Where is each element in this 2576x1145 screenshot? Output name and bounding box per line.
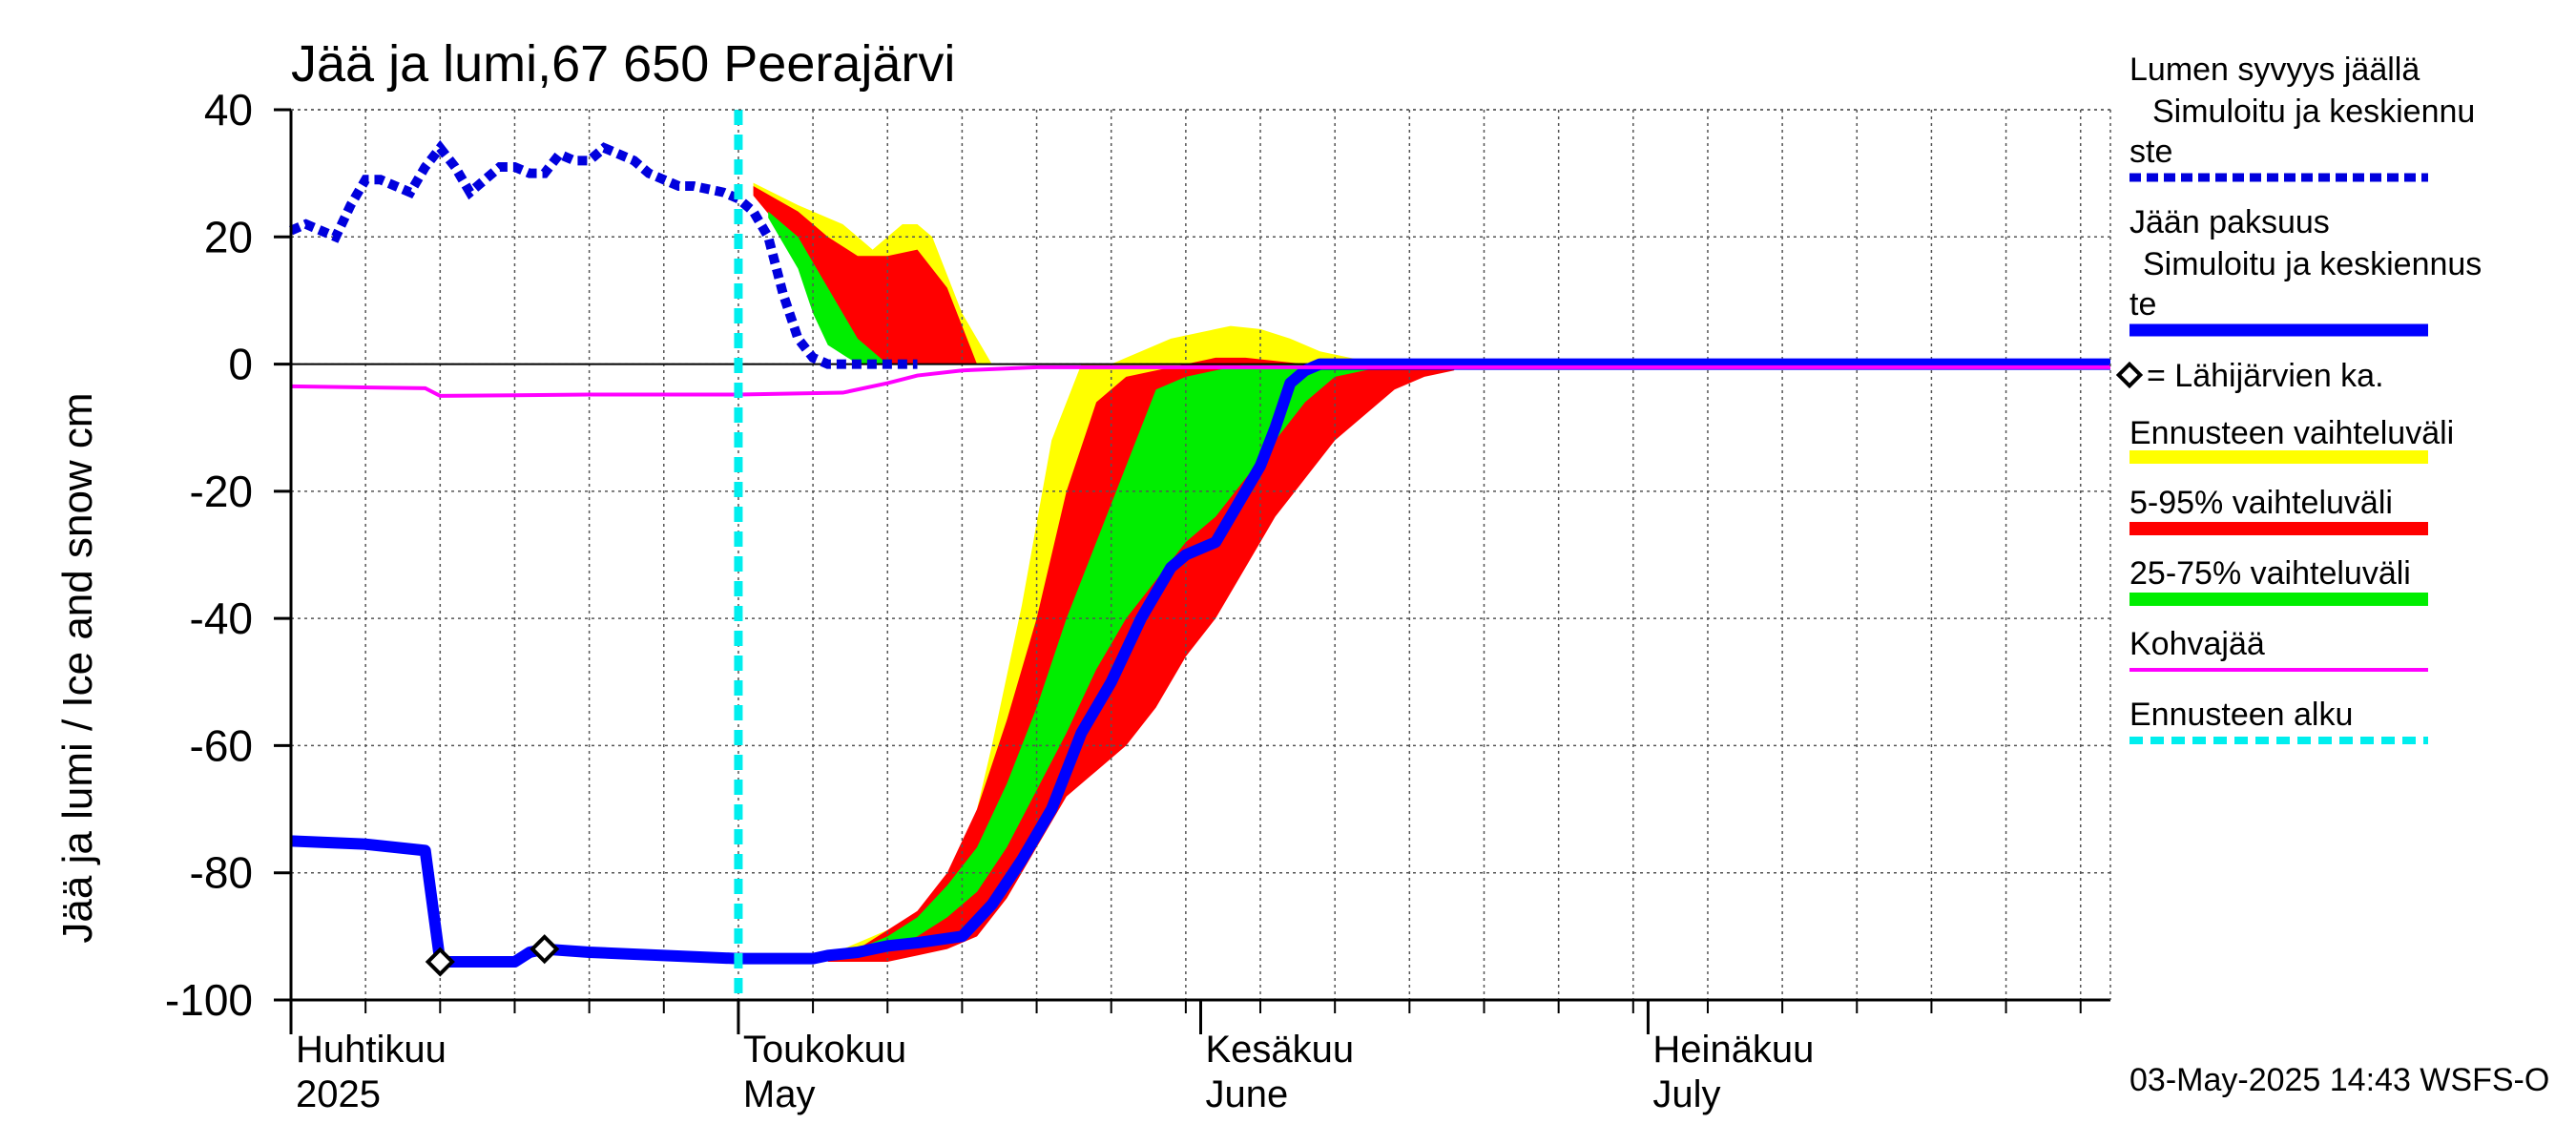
band-25-75-vaihteluv-li-j- xyxy=(857,364,1424,956)
lakes-avg-marker xyxy=(425,947,455,977)
y-tick-label: 20 xyxy=(204,212,253,261)
band-5-95-vaihteluv-li-lumi- xyxy=(753,185,978,364)
legend: Lumen syvyys jäällä Simuloitu ja keskien… xyxy=(2115,52,2482,744)
y-tick-label: 0 xyxy=(228,340,253,389)
legend-forecast-start-label: Ennusteen alku xyxy=(2129,697,2353,733)
legend-range-full-label: Ennusteen vaihteluväli xyxy=(2129,415,2454,451)
x-month-label: Kesäkuu xyxy=(1206,1029,1355,1071)
legend-range-25-75-label: 25-75% vaihteluväli xyxy=(2129,555,2411,592)
legend-lakes-label: = Lähijärvien ka. xyxy=(2147,358,2384,394)
forecast-bands xyxy=(753,182,1469,963)
x-month-label: Toukokuu xyxy=(743,1029,906,1071)
y-tick-label: -40 xyxy=(190,593,253,643)
chart-title: Jää ja lumi,67 650 Peerajärvi xyxy=(291,35,955,93)
lakes-avg-marker xyxy=(530,934,560,965)
y-tick-label: -60 xyxy=(190,720,253,770)
legend-range-full-swatch xyxy=(2129,450,2428,464)
x-month-sublabel: 2025 xyxy=(296,1073,381,1115)
legend-snow-sub2: ste xyxy=(2129,134,2172,170)
snow-depth-line xyxy=(289,139,918,369)
ice-thickness-line xyxy=(290,358,2110,968)
y-axis: 40 20 0 -20 -40 -60 -80 -100 xyxy=(165,85,291,1025)
x-month-label: Heinäkuu xyxy=(1652,1029,1814,1071)
x-month-label: Huhtikuu xyxy=(296,1029,447,1071)
legend-ice-label: Jään paksuus xyxy=(2129,204,2330,240)
y-tick-label: -80 xyxy=(190,848,253,898)
x-month-sublabel: May xyxy=(743,1073,816,1115)
legend-range-5-95-swatch xyxy=(2129,522,2428,535)
slush-line xyxy=(290,364,2110,398)
y-tick-label: -20 xyxy=(190,467,253,516)
legend-snow-sub: Simuloitu ja keskiennu xyxy=(2152,94,2475,130)
legend-range-25-75-swatch xyxy=(2129,593,2428,606)
y-tick-label: -100 xyxy=(165,975,253,1025)
y-tick-label: 40 xyxy=(204,85,253,135)
legend-snow-label: Lumen syvyys jäällä xyxy=(2129,52,2420,88)
legend-lakes-marker xyxy=(2115,361,2144,389)
band-5-95-vaihteluv-li-j- xyxy=(827,357,1455,963)
x-month-sublabel: June xyxy=(1206,1073,1289,1115)
x-month-sublabel: July xyxy=(1652,1073,1720,1115)
legend-ice-sub: Simuloitu ja keskiennus xyxy=(2143,246,2482,282)
timestamp: 03-May-2025 14:43 WSFS-O xyxy=(2129,1062,2549,1098)
y-axis-label: Jää ja lumi / Ice and snow cm xyxy=(54,392,101,943)
series-lines xyxy=(289,110,2110,1000)
legend-range-5-95-label: 5-95% vaihteluväli xyxy=(2129,485,2393,521)
legend-ice-sub2: te xyxy=(2129,286,2156,323)
legend-slush-label: Kohvajää xyxy=(2129,626,2265,662)
band-25-75-vaihteluv-li-lumi- xyxy=(768,211,888,364)
